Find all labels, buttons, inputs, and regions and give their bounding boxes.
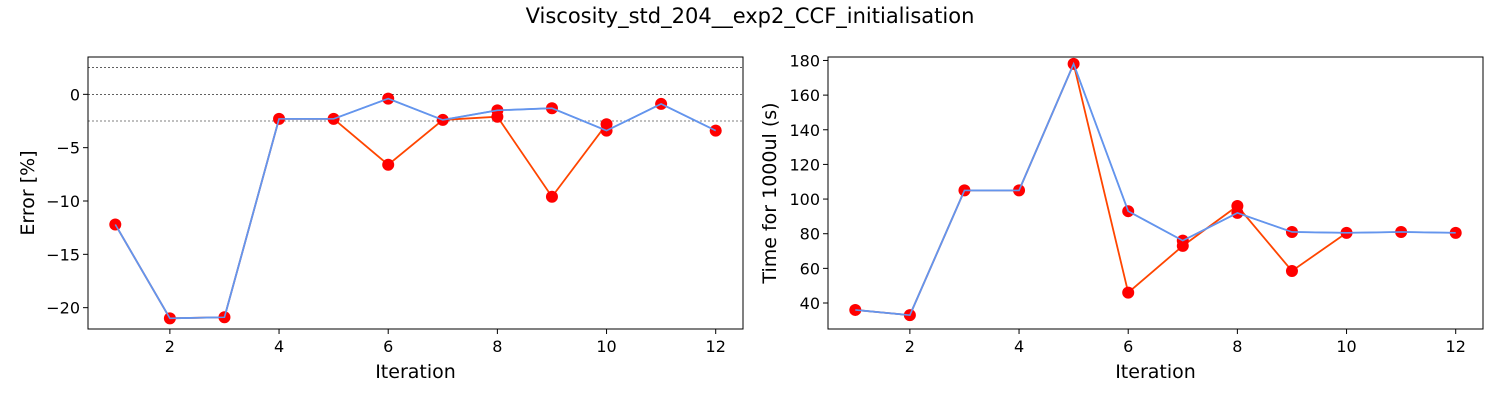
y-tick-label-1-6: 160: [789, 86, 820, 105]
y-tick-label-0-4: −20: [46, 299, 80, 318]
y-tick-label-1-2: 80: [800, 225, 820, 244]
y-tick-label-1-0: 40: [800, 294, 820, 313]
data-point-extra-0-2: [545, 190, 558, 203]
x-axis-label-0: Iteration: [375, 361, 456, 383]
y-tick-label-1-1: 60: [800, 259, 820, 278]
series-line-overlay-0: [114, 97, 717, 320]
y-tick-label-0-3: −15: [46, 245, 80, 264]
x-tick-label-0-2: 6: [383, 337, 393, 356]
x-tick-label-0-1: 4: [274, 337, 284, 356]
data-point-extra-0-0: [382, 158, 395, 171]
data-point-extra-1-3: [1285, 264, 1298, 277]
y-tick-label-0-0: 0: [70, 85, 80, 104]
y-axis-label-0: Error [%]: [17, 150, 39, 235]
figure-title: Viscosity_std_204__exp2_CCF_initialisati…: [525, 4, 975, 28]
y-tick-label-1-4: 120: [789, 155, 820, 174]
plot-frame-0: [87, 56, 744, 330]
x-tick-label-1-4: 10: [1336, 337, 1356, 356]
y-tick-label-0-1: −5: [56, 139, 80, 158]
y-axis-label-1: Time for 1000ul (s): [759, 102, 781, 284]
x-tick-label-0-3: 8: [492, 337, 502, 356]
series-line-0-0: [114, 97, 717, 320]
plot-frame-1: [827, 56, 1484, 330]
x-tick-label-1-2: 6: [1123, 337, 1133, 356]
y-tick-label-1-7: 180: [789, 51, 820, 70]
data-point-extra-1-2: [1231, 199, 1244, 212]
series-line-1-1: [855, 61, 1348, 317]
x-tick-label-0-4: 10: [596, 337, 616, 356]
series-line-overlay-1: [855, 61, 1456, 316]
data-point-extra-1-0: [1122, 286, 1135, 299]
series-line-1-0: [855, 61, 1456, 317]
data-point-extra-1-1: [1176, 239, 1189, 252]
x-tick-label-1-1: 4: [1014, 337, 1024, 356]
x-axis-label-1: Iteration: [1115, 361, 1196, 383]
series-line-0-1: [114, 115, 608, 320]
x-tick-label-1-0: 2: [905, 337, 915, 356]
x-tick-label-0-0: 2: [165, 337, 175, 356]
x-tick-label-1-5: 12: [1446, 337, 1466, 356]
y-tick-label-1-3: 100: [789, 190, 820, 209]
y-tick-label-0-2: −10: [46, 192, 80, 211]
data-point-extra-0-1: [491, 110, 504, 123]
y-tick-label-1-5: 140: [789, 121, 820, 140]
x-tick-label-0-5: 12: [706, 337, 726, 356]
data-point-extra-0-3: [600, 118, 613, 131]
x-tick-label-1-3: 8: [1232, 337, 1242, 356]
